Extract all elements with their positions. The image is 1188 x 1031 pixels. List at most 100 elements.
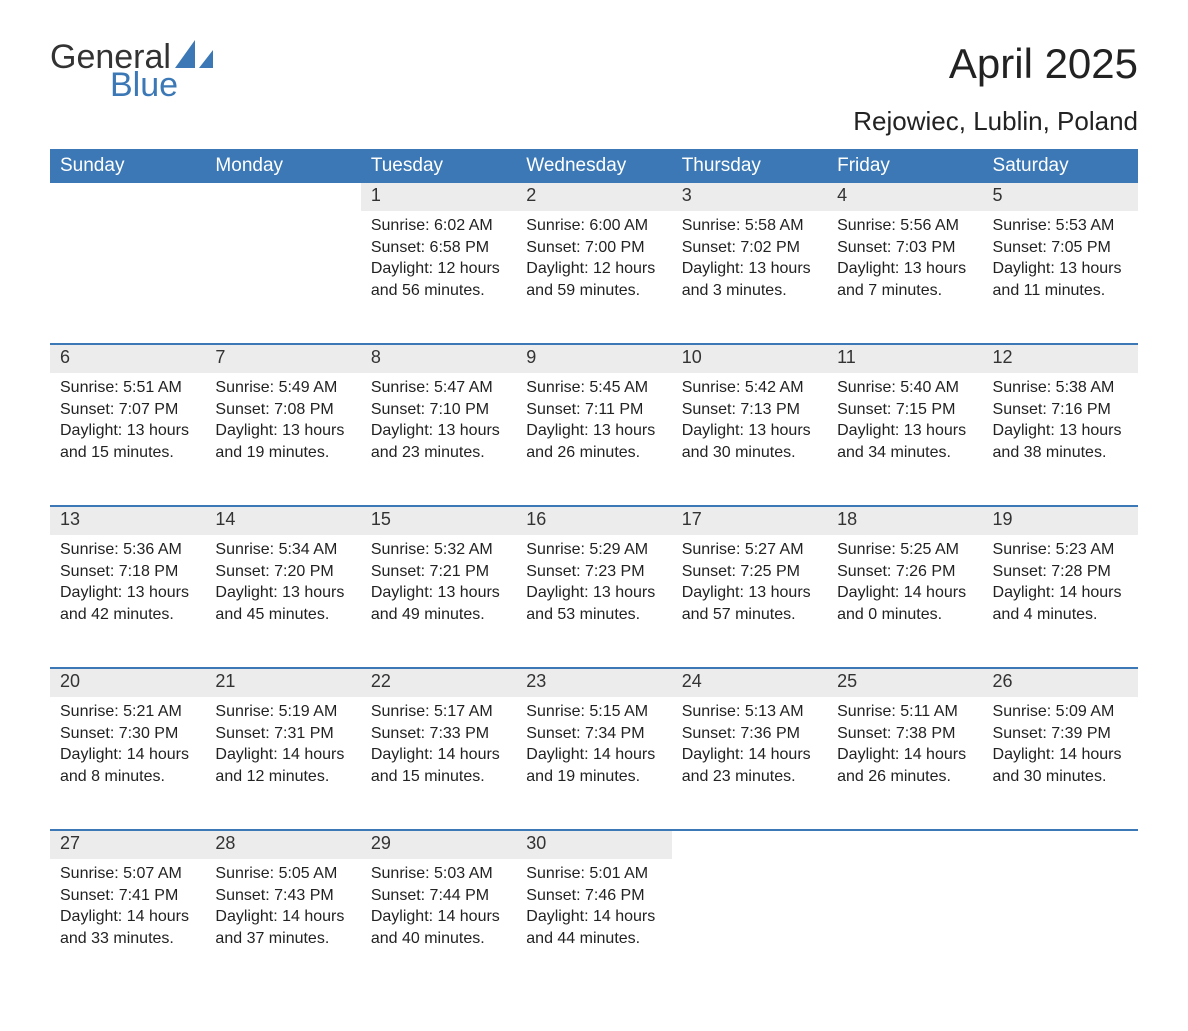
day-header-row: Sunday Monday Tuesday Wednesday Thursday… (50, 149, 1138, 183)
daylight-text: Daylight: 13 hours (682, 258, 817, 280)
sunrise-text: Sunrise: 5:13 AM (682, 701, 817, 723)
day-content-cell: Sunrise: 5:45 AMSunset: 7:11 PMDaylight:… (516, 373, 671, 506)
sunrise-text: Sunrise: 5:17 AM (371, 701, 506, 723)
day-number: 6 (60, 347, 70, 367)
day-number: 7 (215, 347, 225, 367)
sunset-text: Sunset: 7:38 PM (837, 723, 972, 745)
daylight-text: and 23 minutes. (371, 442, 506, 464)
week-daynum-row: 12345 (50, 183, 1138, 211)
sunset-text: Sunset: 7:46 PM (526, 885, 661, 907)
sunrise-text: Sunrise: 5:05 AM (215, 863, 350, 885)
day-number: 14 (215, 509, 235, 529)
logo-text-blue: Blue (110, 68, 178, 102)
sunset-text: Sunset: 6:58 PM (371, 237, 506, 259)
day-number: 3 (682, 185, 692, 205)
sunset-text: Sunset: 7:03 PM (837, 237, 972, 259)
day-number-cell: 3 (672, 183, 827, 211)
day-number: 19 (993, 509, 1013, 529)
sunset-text: Sunset: 7:25 PM (682, 561, 817, 583)
week-content-row: Sunrise: 6:02 AMSunset: 6:58 PM Daylight:… (50, 211, 1138, 344)
day-content-cell: Sunrise: 5:56 AMSunset: 7:03 PMDaylight:… (827, 211, 982, 344)
day-content-cell (50, 211, 205, 344)
day-number-cell: 22 (361, 668, 516, 697)
day-content-cell: Sunrise: 5:36 AMSunset: 7:18 PMDaylight:… (50, 535, 205, 668)
daylight-text: Daylight: 14 hours (526, 744, 661, 766)
sunset-text: Sunset: 7:05 PM (993, 237, 1128, 259)
day-content-cell: Sunrise: 5:47 AMSunset: 7:10 PMDaylight:… (361, 373, 516, 506)
daylight-text: and 15 minutes. (60, 442, 195, 464)
day-number: 29 (371, 833, 391, 853)
day-number-cell: 29 (361, 830, 516, 859)
daylight-text: Daylight: 13 hours (526, 582, 661, 604)
sunrise-text: Sunrise: 5:09 AM (993, 701, 1128, 723)
sunrise-text: Sunrise: 5:40 AM (837, 377, 972, 399)
daylight-text: and 59 minutes. (526, 280, 661, 302)
daylight-text: and 7 minutes. (837, 280, 972, 302)
day-number: 17 (682, 509, 702, 529)
day-number: 21 (215, 671, 235, 691)
sunset-text: Sunset: 7:00 PM (526, 237, 661, 259)
week-daynum-row: 13141516171819 (50, 506, 1138, 535)
day-content-cell (827, 859, 982, 991)
daylight-text: and 3 minutes. (682, 280, 817, 302)
day-number: 27 (60, 833, 80, 853)
sunset-text: Sunset: 7:41 PM (60, 885, 195, 907)
daylight-text: Daylight: 13 hours (371, 582, 506, 604)
daylight-text: and 56 minutes. (371, 280, 506, 302)
day-number-cell: 6 (50, 344, 205, 373)
sunset-text: Sunset: 7:26 PM (837, 561, 972, 583)
day-number-cell: 21 (205, 668, 360, 697)
day-content-cell: Sunrise: 5:23 AMSunset: 7:28 PMDaylight:… (983, 535, 1138, 668)
sunrise-text: Sunrise: 6:00 AM (526, 215, 661, 237)
day-content-cell: Sunrise: 5:34 AMSunset: 7:20 PMDaylight:… (205, 535, 360, 668)
day-content-cell: Sunrise: 5:05 AMSunset: 7:43 PMDaylight:… (205, 859, 360, 991)
sunrise-text: Sunrise: 5:51 AM (60, 377, 195, 399)
week-content-row: Sunrise: 5:07 AMSunset: 7:41 PMDaylight:… (50, 859, 1138, 991)
day-number: 8 (371, 347, 381, 367)
day-number-cell: 9 (516, 344, 671, 373)
daylight-text: and 8 minutes. (60, 766, 195, 788)
day-number: 11 (837, 347, 856, 367)
day-content-cell: Sunrise: 5:19 AMSunset: 7:31 PMDaylight:… (205, 697, 360, 830)
sunrise-text: Sunrise: 5:11 AM (837, 701, 972, 723)
day-content-cell: Sunrise: 5:21 AMSunset: 7:30 PMDaylight:… (50, 697, 205, 830)
daylight-text: and 30 minutes. (682, 442, 817, 464)
daylight-text: and 45 minutes. (215, 604, 350, 626)
daylight-text: Daylight: 13 hours (682, 420, 817, 442)
daylight-text: Daylight: 14 hours (60, 906, 195, 928)
day-content-cell: Sunrise: 5:51 AMSunset: 7:07 PMDaylight:… (50, 373, 205, 506)
daylight-text: and 49 minutes. (371, 604, 506, 626)
sunrise-text: Sunrise: 5:32 AM (371, 539, 506, 561)
day-header: Wednesday (516, 149, 671, 183)
daylight-text: and 30 minutes. (993, 766, 1128, 788)
day-header: Thursday (672, 149, 827, 183)
day-content-cell: Sunrise: 5:40 AMSunset: 7:15 PMDaylight:… (827, 373, 982, 506)
day-number: 16 (526, 509, 546, 529)
day-number-cell: 12 (983, 344, 1138, 373)
day-number: 4 (837, 185, 847, 205)
day-number: 25 (837, 671, 857, 691)
sunset-text: Sunset: 7:15 PM (837, 399, 972, 421)
sunrise-text: Sunrise: 5:07 AM (60, 863, 195, 885)
week-daynum-row: 6789101112 (50, 344, 1138, 373)
day-number-cell: 17 (672, 506, 827, 535)
day-number: 23 (526, 671, 546, 691)
daylight-text: Daylight: 14 hours (526, 906, 661, 928)
day-header: Saturday (983, 149, 1138, 183)
sunrise-text: Sunrise: 5:56 AM (837, 215, 972, 237)
day-number-cell: 15 (361, 506, 516, 535)
daylight-text: Daylight: 13 hours (60, 582, 195, 604)
daylight-text: Daylight: 13 hours (215, 420, 350, 442)
day-number-cell: 30 (516, 830, 671, 859)
day-number-cell: 5 (983, 183, 1138, 211)
sunrise-text: Sunrise: 6:02 AM (371, 215, 506, 237)
day-content-cell: Sunrise: 5:07 AMSunset: 7:41 PMDaylight:… (50, 859, 205, 991)
daylight-text: Daylight: 13 hours (682, 582, 817, 604)
daylight-text: Daylight: 13 hours (993, 420, 1128, 442)
day-content-cell: Sunrise: 5:17 AMSunset: 7:33 PMDaylight:… (361, 697, 516, 830)
day-number-cell: 16 (516, 506, 671, 535)
day-content-cell: Sunrise: 5:11 AMSunset: 7:38 PMDaylight:… (827, 697, 982, 830)
day-number: 24 (682, 671, 702, 691)
daylight-text: and 57 minutes. (682, 604, 817, 626)
day-content-cell: Sunrise: 6:00 AMSunset: 7:00 PMDaylight:… (516, 211, 671, 344)
